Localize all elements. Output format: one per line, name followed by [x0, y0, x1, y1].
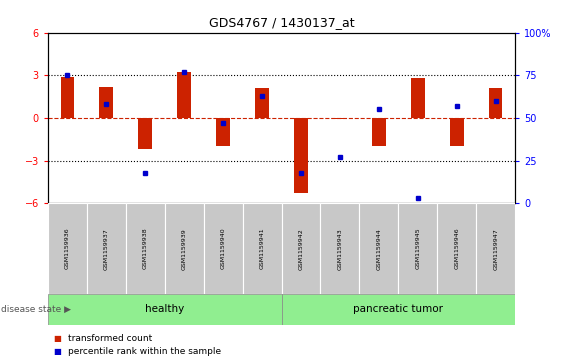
- Bar: [165, 203, 204, 294]
- Bar: [255, 88, 269, 118]
- Bar: [48, 203, 87, 294]
- Text: GSM1159947: GSM1159947: [493, 228, 498, 270]
- Bar: [60, 77, 74, 118]
- Text: GSM1159945: GSM1159945: [415, 228, 421, 269]
- Bar: [243, 203, 282, 294]
- Bar: [411, 78, 425, 118]
- Bar: [450, 118, 463, 146]
- Text: GSM1159937: GSM1159937: [104, 228, 109, 270]
- Text: GSM1159939: GSM1159939: [182, 228, 187, 270]
- Bar: [126, 203, 165, 294]
- Text: transformed count: transformed count: [68, 334, 152, 343]
- Bar: [282, 294, 515, 325]
- Text: ■: ■: [53, 347, 61, 356]
- Text: ■: ■: [53, 334, 61, 343]
- Text: GSM1159940: GSM1159940: [221, 228, 226, 269]
- Bar: [372, 118, 386, 146]
- Bar: [320, 203, 359, 294]
- Text: pancreatic tumor: pancreatic tumor: [354, 305, 443, 314]
- Text: GDS4767 / 1430137_at: GDS4767 / 1430137_at: [209, 16, 354, 29]
- Bar: [87, 203, 126, 294]
- Bar: [282, 203, 320, 294]
- Text: GSM1159942: GSM1159942: [298, 228, 303, 270]
- Bar: [138, 118, 152, 149]
- Bar: [294, 118, 308, 193]
- Text: healthy: healthy: [145, 305, 184, 314]
- Text: GSM1159936: GSM1159936: [65, 228, 70, 269]
- Bar: [100, 87, 113, 118]
- Bar: [359, 203, 399, 294]
- Bar: [333, 118, 347, 119]
- Bar: [476, 203, 515, 294]
- Text: GSM1159941: GSM1159941: [260, 228, 265, 269]
- Bar: [216, 118, 230, 146]
- Bar: [177, 73, 191, 118]
- Bar: [437, 203, 476, 294]
- Text: GSM1159944: GSM1159944: [376, 228, 381, 270]
- Text: GSM1159938: GSM1159938: [142, 228, 148, 269]
- Text: percentile rank within the sample: percentile rank within the sample: [68, 347, 221, 356]
- Bar: [489, 88, 503, 118]
- Text: GSM1159943: GSM1159943: [337, 228, 342, 270]
- Bar: [399, 203, 437, 294]
- Bar: [204, 203, 243, 294]
- Text: disease state ▶: disease state ▶: [1, 305, 71, 314]
- Bar: [48, 294, 282, 325]
- Text: GSM1159946: GSM1159946: [454, 228, 459, 269]
